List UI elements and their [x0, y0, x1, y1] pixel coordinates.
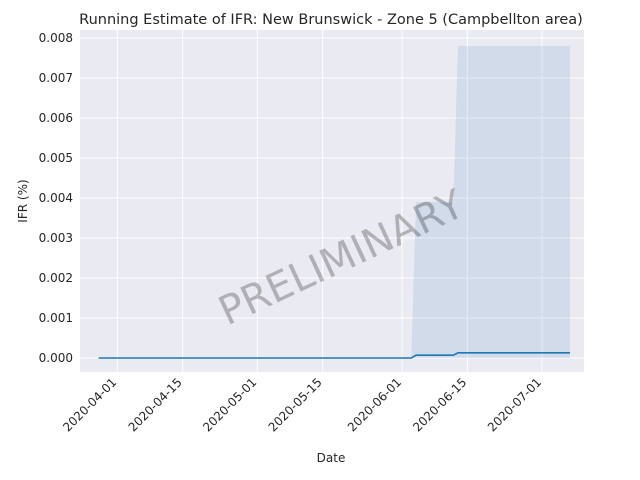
- y-tick-label: 0.007: [39, 71, 73, 85]
- x-tick-label: 2020-05-15: [266, 375, 325, 434]
- y-tick-label: 0.005: [39, 151, 73, 165]
- grid-lines: [80, 30, 584, 372]
- y-tick-label: 0.008: [39, 31, 73, 45]
- y-tick-label: 0.004: [39, 191, 73, 205]
- y-tick-label: 0.000: [39, 351, 73, 365]
- chart-title: Running Estimate of IFR: New Brunswick -…: [79, 12, 583, 28]
- confidence-band: [411, 46, 570, 358]
- x-tick-label: 2020-04-15: [126, 375, 185, 434]
- y-tick-label: 0.003: [39, 231, 73, 245]
- series-lines: [98, 351, 570, 359]
- y-tick-label: 0.001: [39, 311, 73, 325]
- plot-background: [80, 30, 584, 372]
- x-tick-label: 2020-04-01: [60, 375, 119, 434]
- x-tick-label: 2020-06-15: [410, 375, 469, 434]
- x-axis-label: Date: [317, 451, 346, 465]
- x-tick-label: 2020-07-01: [485, 375, 544, 434]
- x-tick-label: 2020-06-01: [345, 375, 404, 434]
- y-tick-label: 0.006: [39, 111, 73, 125]
- x-tick-labels: 2020-04-01 2020-04-15 2020-05-01 2020-05-15…: [60, 375, 544, 434]
- x-tick-label: 2020-05-01: [200, 375, 259, 434]
- confidence-band-area: [411, 46, 570, 358]
- y-axis-label: IFR (%): [16, 179, 30, 222]
- y-tick-label: 0.002: [39, 271, 73, 285]
- ifr-line: [98, 351, 570, 359]
- y-tick-labels: 0.000 0.001 0.002 0.003 0.004 0.005 0.006 0.007…: [39, 31, 73, 365]
